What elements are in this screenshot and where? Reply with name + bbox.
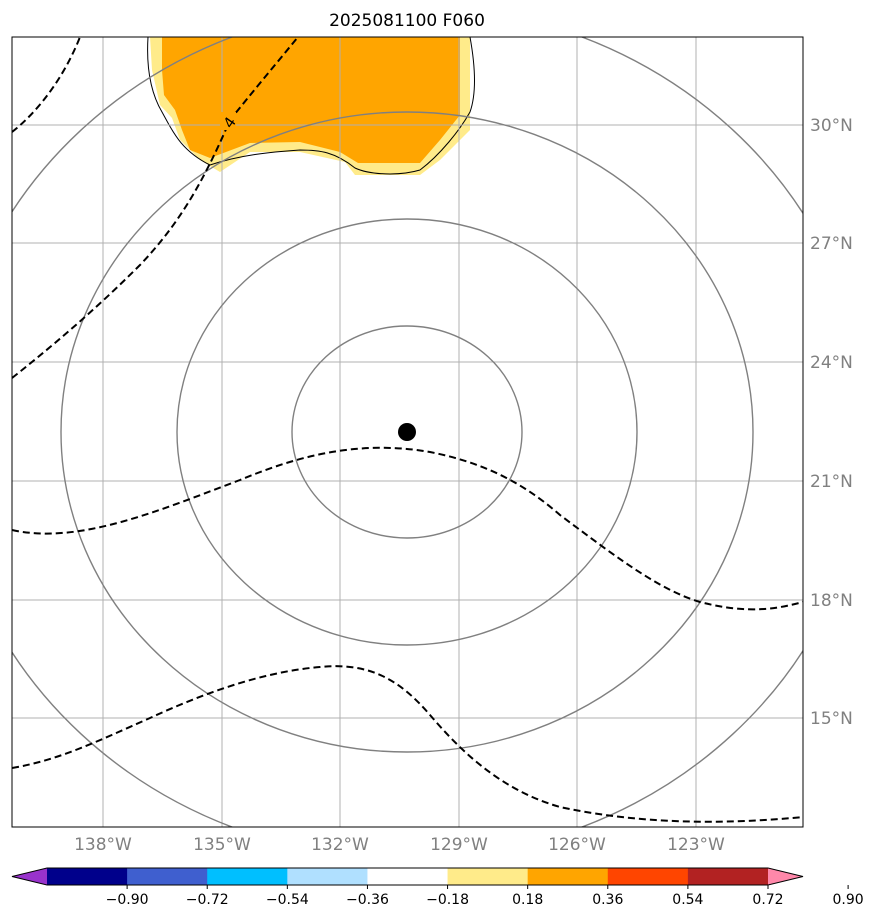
range-ring-3 xyxy=(60,111,754,753)
contour-middle xyxy=(12,446,803,611)
colorbar-tick-label: 0.72 xyxy=(752,892,783,908)
lat-label: 18°N xyxy=(810,591,853,611)
colorbar-tick-label: 0.36 xyxy=(592,892,623,908)
shaded-region-orange xyxy=(162,37,460,163)
colorbar-tick-label: −0.18 xyxy=(426,892,469,908)
storm-center-marker xyxy=(398,423,416,441)
contour-bottom xyxy=(12,665,803,823)
colorbar-tick-label: −0.36 xyxy=(346,892,389,908)
contour-top-left xyxy=(12,37,81,133)
colorbar-segment xyxy=(527,868,609,885)
colorbar-segment xyxy=(447,868,529,885)
lon-label: 123°W xyxy=(667,835,725,855)
lon-label: 129°W xyxy=(430,835,488,855)
longitude-gridlines xyxy=(102,37,697,827)
lon-label: 132°W xyxy=(311,835,369,855)
lat-label: 21°N xyxy=(810,472,853,492)
lat-label: 15°N xyxy=(810,709,853,729)
colorbar-outline xyxy=(11,867,804,886)
colorbar-tick-label: 0.90 xyxy=(833,892,864,908)
longitude-labels: 138°W 135°W 132°W 129°W 126°W 123°W xyxy=(74,835,725,855)
colorbar: −0.90 −0.72 −0.54 −0.36 −0.18 0.18 0.36 0.54 0.7… xyxy=(11,867,864,908)
colorbar-segment xyxy=(47,868,128,885)
lat-label: 24°N xyxy=(810,353,853,373)
lat-label: 30°N xyxy=(810,116,853,136)
colorbar-segment xyxy=(127,868,208,885)
colorbar-tick-label: −0.54 xyxy=(266,892,309,908)
latitude-gridlines xyxy=(12,124,803,719)
colorbar-extend-low xyxy=(12,868,47,885)
map-area: 4 xyxy=(12,37,803,827)
colorbar-segment xyxy=(207,868,288,885)
map-title: 2025081100 F060 xyxy=(329,11,485,31)
colorbar-segment xyxy=(367,868,449,885)
colorbar-segment xyxy=(687,868,769,885)
colorbar-extend-high xyxy=(768,868,803,885)
colorbar-tick-label: 0.18 xyxy=(512,892,543,908)
map-frame xyxy=(11,36,804,828)
latitude-labels: 30°N 27°N 24°N 21°N 18°N 15°N xyxy=(810,116,853,729)
dashed-contours xyxy=(12,37,803,823)
range-ring-1 xyxy=(291,325,523,539)
colorbar-tick-label: 0.54 xyxy=(672,892,703,908)
colorbar-segment xyxy=(607,868,689,885)
range-ring-2 xyxy=(176,218,638,646)
colorbar-segment xyxy=(287,868,368,885)
colorbar-tick-label: −0.90 xyxy=(106,892,149,908)
contour-diagonal xyxy=(12,37,299,379)
lon-label: 135°W xyxy=(193,835,251,855)
colorbar-tick-label: −0.72 xyxy=(186,892,229,908)
lon-label: 126°W xyxy=(548,835,606,855)
lon-label: 138°W xyxy=(74,835,132,855)
lat-label: 27°N xyxy=(810,234,853,254)
range-rings xyxy=(12,37,803,827)
